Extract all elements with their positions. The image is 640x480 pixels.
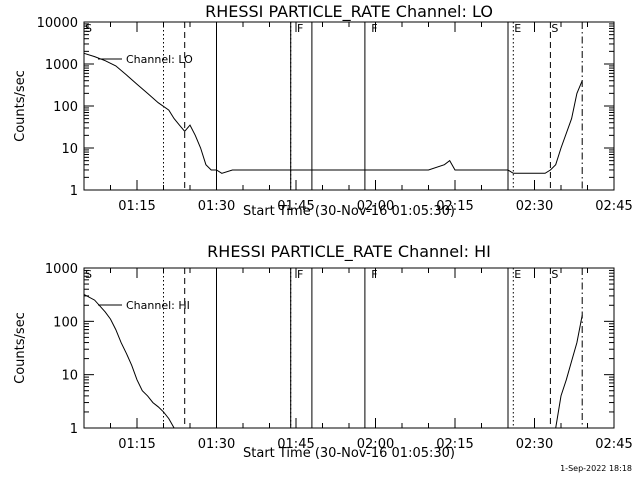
y-axis-label: Counts/sec (13, 70, 28, 142)
chart-panel-1: RHESSI PARTICLE_RATE Channel: HI 1 10 100 10… (13, 242, 633, 461)
x-tick-label: 02:45 (595, 437, 632, 452)
x-tick-label: 01:15 (118, 199, 155, 214)
x-tick-label: 01:45 (277, 437, 314, 452)
x-tick-label: 01:15 (118, 437, 155, 452)
y-tick-label: 10000 (37, 16, 78, 31)
chart-title: RHESSI PARTICLE_RATE Channel: LO (205, 2, 493, 22)
x-tick-label: 02:15 (436, 199, 473, 214)
x-axis-label: Start Time (30-Nov-16 01:05:30) (243, 204, 455, 219)
x-tick-label: 02:00 (357, 437, 394, 452)
event-marker-label: S (85, 22, 92, 35)
x-axis-label: Start Time (30-Nov-16 01:05:30) (243, 446, 455, 461)
event-marker-label: F (297, 268, 303, 281)
y-tick-label: 100 (53, 315, 78, 330)
y-tick-label: 1000 (45, 262, 78, 277)
series-line-0 (83, 52, 583, 174)
event-marker-label: S (551, 268, 558, 281)
chart-panel-0: RHESSI PARTICLE_RATE Channel: LO 1 10 100 10… (13, 2, 633, 219)
x-tick-label: 01:30 (198, 437, 235, 452)
x-tick-label: 02:30 (516, 199, 553, 214)
event-marker-label: E (514, 22, 521, 35)
x-tick-label: 02:15 (436, 437, 473, 452)
event-marker-label: F (371, 268, 377, 281)
y-tick-label: 10 (61, 369, 78, 384)
x-tick-label: 01:30 (198, 199, 235, 214)
event-marker-label: S (551, 22, 558, 35)
chart-title: RHESSI PARTICLE_RATE Channel: HI (207, 242, 491, 262)
y-tick-label: 1000 (45, 58, 78, 73)
y-axis-label: Counts/sec (13, 312, 28, 384)
x-tick-label: 02:45 (595, 199, 632, 214)
event-marker-label: F (371, 22, 377, 35)
event-marker-label: E (514, 268, 521, 281)
event-marker-label: F (297, 22, 303, 35)
x-tick-label: 01:45 (277, 199, 314, 214)
footer-timestamp: 1-Sep-2022 18:18 (560, 464, 632, 473)
event-marker-label: S (85, 268, 92, 281)
x-tick-label: 02:00 (357, 199, 394, 214)
legend-label: Channel: HI (126, 299, 190, 312)
y-tick-label: 1 (70, 184, 78, 199)
y-tick-label: 1 (70, 422, 78, 437)
series-line-0 (83, 293, 175, 429)
legend-label: Channel: LO (126, 53, 193, 66)
y-tick-label: 100 (53, 100, 78, 115)
series-line-1 (555, 315, 583, 429)
y-tick-label: 10 (61, 142, 78, 157)
x-tick-label: 02:30 (516, 437, 553, 452)
